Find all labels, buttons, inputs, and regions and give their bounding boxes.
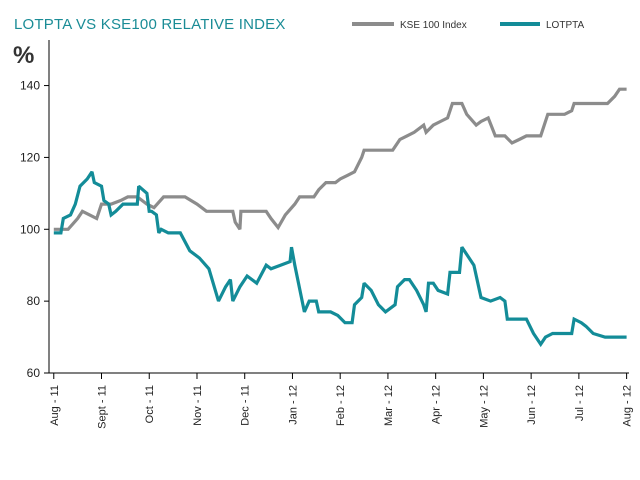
legend: KSE 100 Index LOTPTA <box>352 20 584 31</box>
x-tick-label: Jun - 12 <box>526 385 538 425</box>
x-tick-label: Nov - 11 <box>192 385 204 426</box>
x-ticks: Aug - 11 Sept - 11 Oct - 11 Nov - 11 Dec - 1… <box>49 373 634 429</box>
series-line-lotpta <box>53 170 627 348</box>
y-tick-label: 100 <box>20 222 40 236</box>
y-ticks: 60 80 100 120 140 <box>20 79 49 380</box>
x-tick-label: Oct - 11 <box>144 385 156 423</box>
x-tick-label: Sept - 11 <box>97 385 109 429</box>
x-tick-label: Dec - 11 <box>240 385 252 426</box>
x-tick-label: May - 12 <box>478 385 490 428</box>
x-tick-label: Feb - 12 <box>335 385 347 426</box>
y-tick-label: 120 <box>20 150 40 164</box>
y-axis-label: % <box>13 42 34 69</box>
x-tick-label: Aug - 12 <box>622 385 634 427</box>
series-layer <box>53 87 627 348</box>
x-tick-label: Jul - 12 <box>574 385 586 421</box>
x-tick-label: Jan - 12 <box>287 385 299 425</box>
x-tick-label: Aug - 11 <box>49 385 61 426</box>
legend-label-lotpta: LOTPTA <box>546 20 584 31</box>
y-tick-label: 80 <box>27 294 41 308</box>
y-tick-label: 60 <box>27 366 41 380</box>
x-tick-label: Apr - 12 <box>431 385 443 424</box>
series-line-kse <box>53 87 627 231</box>
chart-title: LOTPTA VS KSE100 RELATIVE INDEX <box>14 16 286 33</box>
legend-label-kse: KSE 100 Index <box>400 20 467 31</box>
x-tick-label: Mar - 12 <box>383 385 395 426</box>
y-tick-label: 140 <box>20 79 40 93</box>
axes <box>48 40 629 374</box>
